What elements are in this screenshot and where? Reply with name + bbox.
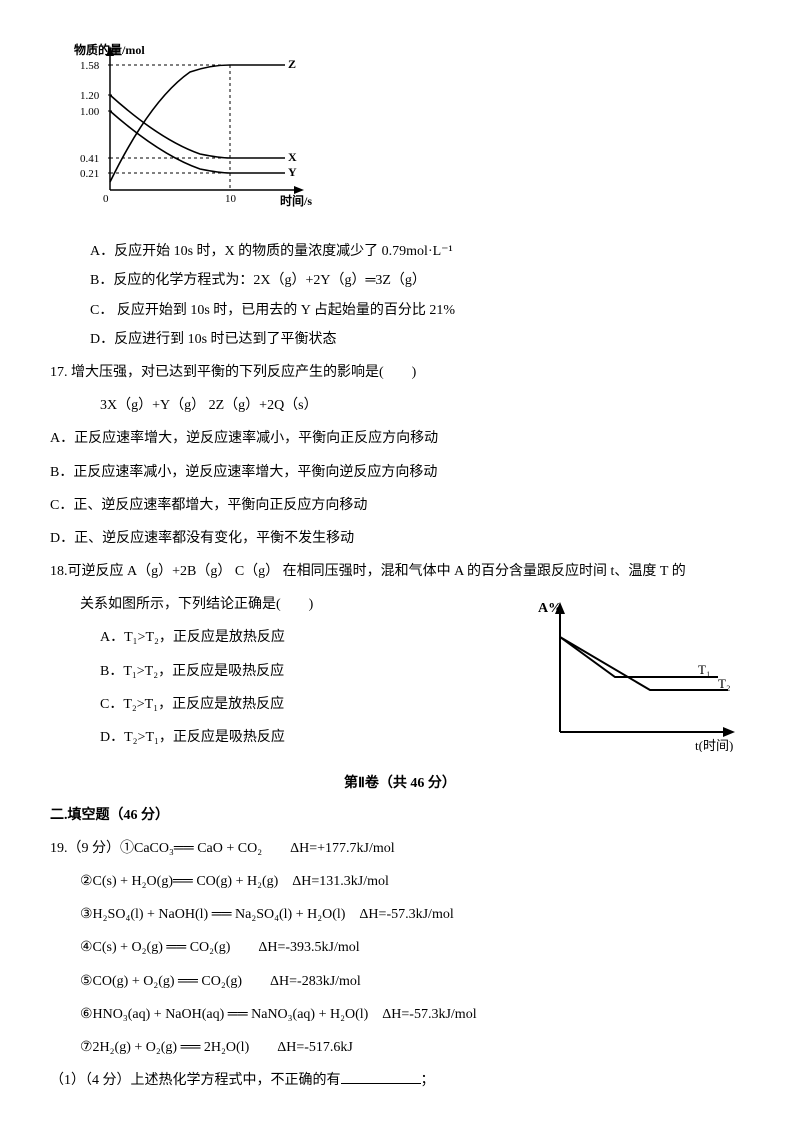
mol-time-chart: 物质的量/mol 时间/s 1.58 1.20 1.00 0.41 0.21 0…	[70, 40, 330, 210]
q18-option-a: A．T₁>T₂，正反应是放热反应	[100, 625, 520, 650]
q19-line3: ③H₂SO₄(l) + NaOH(l) ══ Na₂SO₄(l) + H₂O(l…	[80, 902, 750, 927]
q19-line5: ⑤CO(g) + O₂(g) ══ CO₂(g) ΔH=-283kJ/mol	[80, 969, 750, 994]
q19-p1-tail: ；	[421, 1073, 435, 1088]
svg-text:0.41: 0.41	[80, 153, 99, 165]
svg-text:0.21: 0.21	[80, 168, 99, 180]
q19-part1: （1）（4 分）上述热化学方程式中，不正确的有 ；	[50, 1068, 750, 1093]
part2-sub: 二.填空题（46 分）	[50, 803, 750, 828]
q17-option-c: C．正、逆反应速率都增大，平衡向正反应方向移动	[50, 493, 750, 518]
svg-text:1.58: 1.58	[80, 60, 100, 72]
q19-line4: ④C(s) + O₂(g) ══ CO₂(g) ΔH=-393.5kJ/mol	[80, 935, 750, 960]
q18-stem-line2: 关系如图所示，下列结论正确是( )	[80, 592, 520, 617]
q19-line6: ⑥HNO₃(aq) + NaOH(aq) ══ NaNO₃(aq) + H₂O(…	[80, 1002, 750, 1027]
svg-text:物质的量/mol: 物质的量/mol	[74, 42, 145, 57]
q18-chart: A% t(时间) T₁ T₂	[530, 592, 750, 761]
svg-text:T₂: T₂	[718, 676, 730, 691]
q19-p1-blank[interactable]	[341, 1069, 421, 1084]
q16-option-c: C． 反应开始到 10s 时，已用去的 Y 占起始量的百分比 21%	[90, 298, 750, 323]
q18-option-c: C．T₂>T₁，正反应是放热反应	[100, 692, 520, 717]
svg-text:1.00: 1.00	[80, 106, 100, 118]
q17-option-b: B．正反应速率减小，逆反应速率增大，平衡向逆反应方向移动	[50, 460, 750, 485]
svg-text:Y: Y	[288, 165, 297, 179]
q19-line2: ②C(s) + H₂O(g)══ CO(g) + H₂(g) ΔH=131.3k…	[80, 869, 750, 894]
svg-text:X: X	[288, 150, 297, 164]
svg-text:Z: Z	[288, 57, 296, 71]
q16-option-b: B．反应的化学方程式为：2X（g）+2Y（g）═3Z（g）	[90, 268, 750, 293]
q17-stem: 17. 增大压强，对已达到平衡的下列反应产生的影响是( )	[50, 360, 750, 385]
q17-equation: 3X（g）+Y（g） 2Z（g）+2Q（s）	[100, 393, 750, 418]
q18-option-b: B．T₁>T₂，正反应是吸热反应	[100, 659, 520, 684]
q17-option-d: D．正、逆反应速率都没有变化，平衡不发生移动	[50, 526, 750, 551]
svg-text:T₁: T₁	[698, 662, 710, 677]
q19-line1: 19.（9 分）①CaCO₃══ CaO + CO₂ ΔH=+177.7kJ/m…	[50, 836, 750, 861]
svg-text:t(时间): t(时间)	[695, 738, 733, 752]
q19-line7: ⑦2H₂(g) + O₂(g) ══ 2H₂O(l) ΔH=-517.6kJ	[80, 1035, 750, 1060]
q18-option-d: D．T₂>T₁，正反应是吸热反应	[100, 725, 520, 750]
q16-chart: 物质的量/mol 时间/s 1.58 1.20 1.00 0.41 0.21 0…	[70, 40, 750, 219]
svg-text:1.20: 1.20	[80, 90, 100, 102]
q17-option-a: A．正反应速率增大，逆反应速率减小，平衡向正反应方向移动	[50, 426, 750, 451]
svg-text:A%: A%	[538, 601, 562, 616]
q19-p1-text: （1）（4 分）上述热化学方程式中，不正确的有	[50, 1073, 341, 1088]
svg-text:10: 10	[225, 193, 237, 205]
a-percent-time-chart: A% t(时间) T₁ T₂	[530, 592, 750, 752]
q16-option-a: A．反应开始 10s 时，X 的物质的量浓度减少了 0.79mol·L⁻¹	[90, 239, 750, 264]
q18-stem-line1: 18.可逆反应 A（g）+2B（g） C（g） 在相同压强时，混和气体中 A 的…	[50, 559, 750, 584]
svg-text:时间/s: 时间/s	[280, 193, 312, 208]
svg-text:0: 0	[103, 193, 109, 205]
part2-title: 第Ⅱ卷（共 46 分）	[50, 771, 750, 796]
q16-option-d: D．反应进行到 10s 时已达到了平衡状态	[90, 327, 750, 352]
